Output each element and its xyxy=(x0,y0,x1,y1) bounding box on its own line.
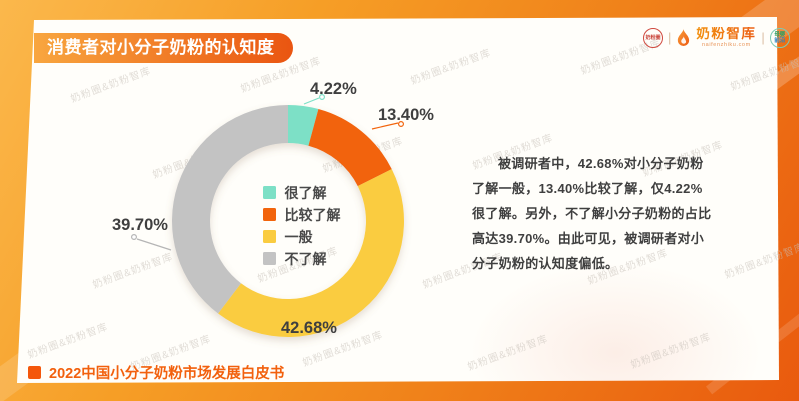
naifenquan-stamp-logo: 奶粉圈 xyxy=(643,27,663,48)
brand-name: 奶粉智库 xyxy=(696,26,757,41)
muying-qianyan-badge-logo: 母婴 前沿 xyxy=(769,27,790,48)
source-bullet-icon xyxy=(28,366,41,379)
legend-swatch xyxy=(263,208,276,221)
logo-divider: | xyxy=(761,29,765,45)
page-title: 消费者对小分子奶粉的认知度 xyxy=(47,38,275,57)
logo-divider: | xyxy=(668,29,672,45)
analysis-line: 被调研者中，42.68%对小分子奶粉 xyxy=(498,156,704,171)
brand-bar: 奶粉圈 | 奶粉智库 naifenzhiku.com | 母婴 前沿 xyxy=(643,27,790,48)
legend-item: 一般 xyxy=(263,229,341,245)
legend-swatch xyxy=(263,186,276,199)
legend-label: 比较了解 xyxy=(284,206,341,223)
legend-item: 比较了解 xyxy=(263,207,341,223)
badge-text-line: 前沿 xyxy=(774,37,786,44)
analysis-line: 了解一般，13.40%比较了解，仅4.22% xyxy=(472,181,703,196)
brand-domain: naifenzhiku.com xyxy=(702,41,751,48)
source-text: 2022中国小分子奶粉市场发展白皮书 xyxy=(49,366,285,382)
legend-label: 很了解 xyxy=(284,184,327,201)
analysis-line: 分子奶粉的认知度偏低。 xyxy=(472,256,619,271)
source-footer: 2022中国小分子奶粉市场发展白皮书 xyxy=(28,362,284,383)
brand-block: 奶粉智库 naifenzhiku.com xyxy=(696,27,756,48)
stamp-text: 奶粉圈 xyxy=(645,35,661,41)
legend-label: 不了解 xyxy=(284,250,327,267)
title-banner: 消费者对小分子奶粉的认知度 xyxy=(34,33,293,63)
legend-swatch xyxy=(263,252,276,265)
flame-icon xyxy=(676,28,691,47)
legend-label: 一般 xyxy=(284,228,313,245)
legend-item: 不了解 xyxy=(263,251,341,267)
analysis-paragraph: 被调研者中，42.68%对小分子奶粉 了解一般，13.40%比较了解，仅4.22… xyxy=(472,151,711,276)
badge-text-line: 母婴 xyxy=(774,31,786,38)
legend-swatch xyxy=(263,230,276,243)
chart-legend: 很了解 比较了解 一般 不了解 xyxy=(263,185,341,267)
analysis-line: 很了解。另外，不了解小分子奶粉的占比 xyxy=(472,206,712,221)
analysis-line: 高达39.70%。由此可见，被调研者对小 xyxy=(472,231,705,246)
legend-item: 很了解 xyxy=(263,185,341,201)
